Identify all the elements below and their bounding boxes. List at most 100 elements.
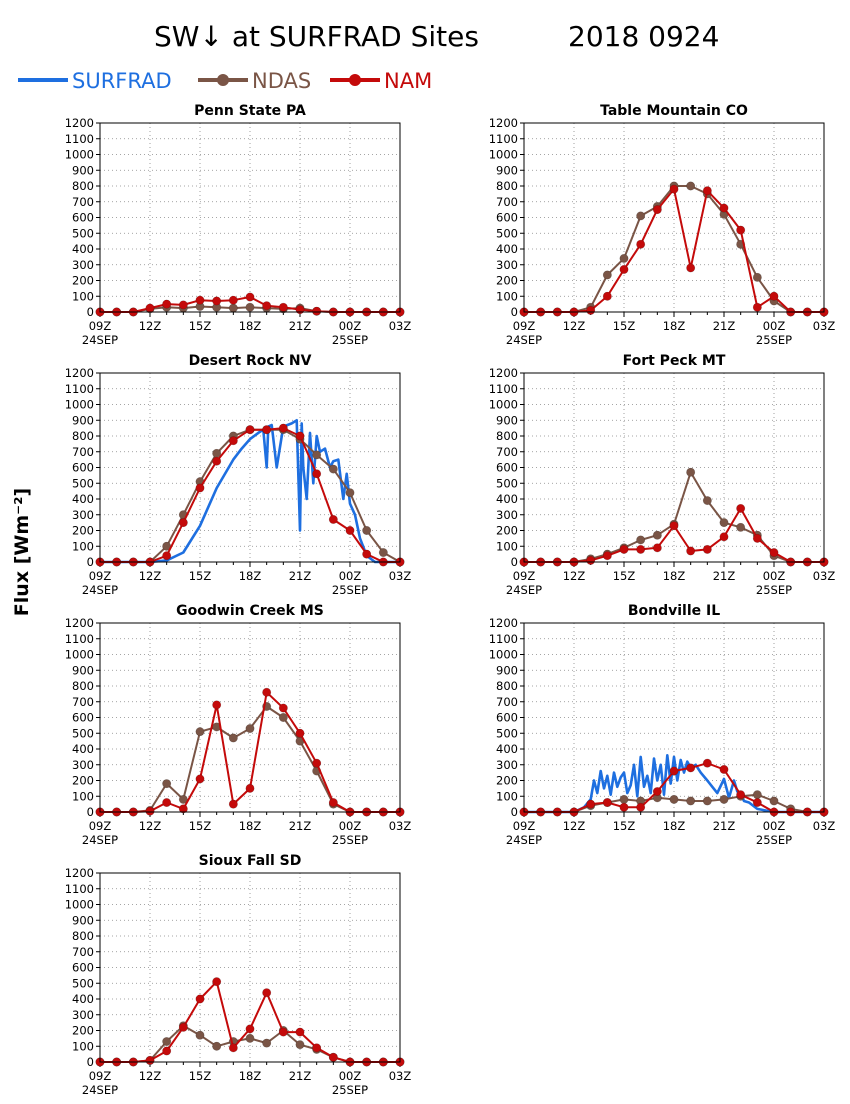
x-tick-label: 12Z — [563, 569, 586, 583]
point-nam — [178, 804, 188, 814]
x-tick-label: 15Z — [613, 319, 636, 333]
point-nam — [328, 514, 338, 524]
point-nam — [736, 225, 746, 235]
point-nam — [245, 292, 255, 302]
x-tick-label: 00Z — [763, 819, 786, 833]
point-nam — [719, 203, 729, 213]
y-tick-label: 1100 — [65, 382, 94, 396]
point-nam — [145, 806, 155, 816]
panel-title-goodwin-creek-ms: Goodwin Creek MS — [176, 603, 324, 619]
point-nam — [178, 518, 188, 528]
point-nam — [312, 306, 322, 316]
y-tick-label: 400 — [72, 992, 94, 1006]
point-nam — [619, 802, 629, 812]
point-nam — [228, 1043, 238, 1053]
x-tick-label: 03Z — [813, 569, 836, 583]
y-tick-label: 300 — [496, 258, 518, 272]
y-tick-label: 1000 — [65, 648, 94, 662]
y-tick-label: 900 — [496, 413, 518, 427]
point-nam — [212, 296, 222, 306]
y-tick-label: 200 — [72, 524, 94, 538]
x-tick-label: 09Z — [89, 319, 112, 333]
point-nam — [212, 977, 222, 987]
x-date-label: 25SEP — [332, 833, 368, 847]
panel-bondville-il: Bondville IL0100200300400500600700800900… — [489, 603, 836, 847]
y-tick-label: 0 — [87, 305, 94, 319]
y-tick-label: 700 — [496, 195, 518, 209]
y-tick-label: 600 — [72, 211, 94, 225]
x-date-label: 25SEP — [332, 1083, 368, 1097]
x-tick-label: 12Z — [563, 319, 586, 333]
x-tick-label: 21Z — [713, 819, 736, 833]
x-tick-label: 18Z — [239, 569, 262, 583]
x-date-label: 24SEP — [82, 1083, 118, 1097]
point-nam — [295, 305, 305, 315]
x-tick-label: 00Z — [763, 569, 786, 583]
x-tick-label: 00Z — [339, 819, 362, 833]
y-tick-label: 600 — [72, 961, 94, 975]
point-nam — [278, 423, 288, 433]
y-tick-label: 500 — [72, 226, 94, 240]
y-tick-label: 1000 — [489, 398, 518, 412]
x-date-label: 24SEP — [82, 833, 118, 847]
y-axis-label-container: Flux [Wm⁻²] — [0, 0, 40, 1104]
point-nam — [212, 700, 222, 710]
x-tick-label: 21Z — [713, 569, 736, 583]
y-tick-label: 900 — [496, 663, 518, 677]
y-tick-label: 500 — [72, 476, 94, 490]
y-tick-label: 1100 — [65, 132, 94, 146]
x-tick-label: 21Z — [289, 819, 312, 833]
x-tick-label: 03Z — [389, 319, 412, 333]
point-nam — [328, 1052, 338, 1062]
point-ndas — [278, 712, 288, 722]
x-date-label: 24SEP — [82, 333, 118, 347]
panel-title-desert-rock-nv: Desert Rock NV — [189, 353, 312, 369]
y-tick-label: 1100 — [489, 132, 518, 146]
point-nam — [312, 469, 322, 479]
x-tick-label: 18Z — [239, 819, 262, 833]
point-nam — [295, 728, 305, 738]
point-ndas — [212, 1041, 222, 1051]
point-nam — [162, 1046, 172, 1056]
point-nam — [195, 994, 205, 1004]
figure-title: SW↓ at SURFRAD Sites 2018 0924 — [0, 8, 850, 62]
y-tick-label: 100 — [72, 789, 94, 803]
x-tick-label: 12Z — [139, 819, 162, 833]
x-tick-label: 00Z — [339, 319, 362, 333]
point-nam — [669, 521, 679, 531]
figure-title-svg: SW↓ at SURFRAD Sites 2018 0924 — [154, 20, 719, 53]
point-ndas — [619, 794, 629, 804]
panel-frame — [99, 872, 401, 1063]
y-tick-label: 800 — [72, 679, 94, 693]
y-tick-label: 1100 — [65, 882, 94, 896]
point-ndas — [378, 548, 388, 558]
y-tick-label: 1200 — [489, 616, 518, 630]
point-ndas — [736, 522, 746, 532]
point-ndas — [686, 467, 696, 477]
legend-marker-ndas — [217, 74, 229, 86]
x-date-label: 25SEP — [756, 333, 792, 347]
y-tick-label: 1000 — [489, 648, 518, 662]
point-nam — [636, 544, 646, 554]
y-tick-label: 400 — [72, 242, 94, 256]
y-tick-label: 300 — [72, 758, 94, 772]
point-nam — [752, 798, 762, 808]
point-ndas — [602, 270, 612, 280]
point-nam — [719, 532, 729, 542]
x-tick-label: 09Z — [89, 1069, 112, 1083]
point-nam — [262, 687, 272, 697]
x-tick-label: 15Z — [613, 569, 636, 583]
y-tick-label: 800 — [496, 179, 518, 193]
y-tick-label: 800 — [496, 429, 518, 443]
panel-frame — [99, 122, 401, 313]
point-ndas — [636, 211, 646, 221]
point-nam — [162, 551, 172, 561]
legend-marker-nam — [349, 74, 361, 86]
point-nam — [195, 774, 205, 784]
y-tick-label: 200 — [72, 774, 94, 788]
y-tick-label: 1100 — [489, 382, 518, 396]
point-ndas — [228, 733, 238, 743]
x-tick-label: 15Z — [189, 319, 212, 333]
panel-penn-state-pa: Penn State PA010020030040050060070080090… — [65, 103, 412, 347]
y-tick-label: 200 — [72, 274, 94, 288]
